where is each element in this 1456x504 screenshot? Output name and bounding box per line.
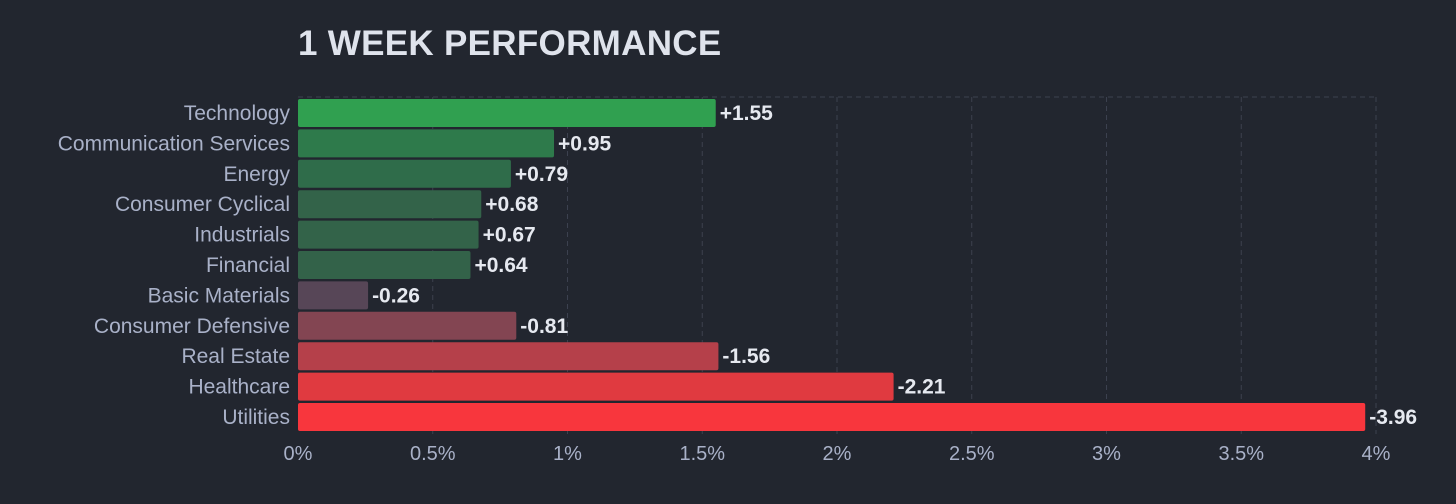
value-label: -0.26 bbox=[372, 284, 420, 307]
category-label: Industrials bbox=[194, 224, 290, 247]
category-label: Basic Materials bbox=[148, 284, 290, 307]
value-label: +0.68 bbox=[485, 193, 538, 216]
category-label: Healthcare bbox=[188, 376, 290, 399]
bar-real-estate bbox=[298, 342, 719, 371]
category-label: Utilities bbox=[222, 406, 290, 429]
x-tick-label: 2.5% bbox=[949, 443, 995, 465]
category-label: Communication Services bbox=[58, 132, 290, 155]
x-tick-label: 1% bbox=[553, 443, 582, 465]
value-label: -2.21 bbox=[898, 376, 946, 399]
value-label: -0.81 bbox=[520, 315, 568, 338]
bar-consumer-defensive bbox=[298, 311, 517, 340]
value-label: +0.79 bbox=[515, 163, 568, 186]
x-tick-label: 0.5% bbox=[410, 443, 456, 465]
category-label: Consumer Cyclical bbox=[115, 193, 290, 216]
value-label: +0.67 bbox=[483, 224, 536, 247]
category-label: Technology bbox=[184, 102, 291, 125]
bar-energy bbox=[298, 159, 511, 188]
category-label: Consumer Defensive bbox=[94, 315, 290, 338]
chart-title: 1 WEEK PERFORMANCE bbox=[298, 24, 722, 63]
category-label: Real Estate bbox=[181, 345, 290, 368]
value-label: +0.95 bbox=[558, 132, 611, 155]
value-label: +1.55 bbox=[720, 102, 773, 125]
category-label: Financial bbox=[206, 254, 290, 277]
bar-industrials bbox=[298, 220, 479, 249]
x-tick-label: 0% bbox=[284, 443, 313, 465]
value-label: +0.64 bbox=[474, 254, 527, 277]
x-tick-label: 2% bbox=[823, 443, 852, 465]
bar-utilities bbox=[298, 403, 1366, 431]
bar-financial bbox=[298, 251, 471, 279]
value-label: -1.56 bbox=[722, 345, 770, 368]
bar-technology bbox=[298, 99, 716, 127]
bar-basic-materials bbox=[298, 281, 369, 310]
value-label: -3.96 bbox=[1369, 406, 1417, 429]
x-tick-label: 4% bbox=[1362, 443, 1391, 465]
x-tick-label: 3.5% bbox=[1218, 443, 1264, 465]
bar-communication-services bbox=[298, 129, 555, 158]
x-tick-label: 1.5% bbox=[679, 443, 725, 465]
x-tick-label: 3% bbox=[1092, 443, 1121, 465]
category-label: Energy bbox=[223, 163, 290, 186]
bar-consumer-cyclical bbox=[298, 190, 482, 219]
bar-healthcare bbox=[298, 372, 894, 401]
